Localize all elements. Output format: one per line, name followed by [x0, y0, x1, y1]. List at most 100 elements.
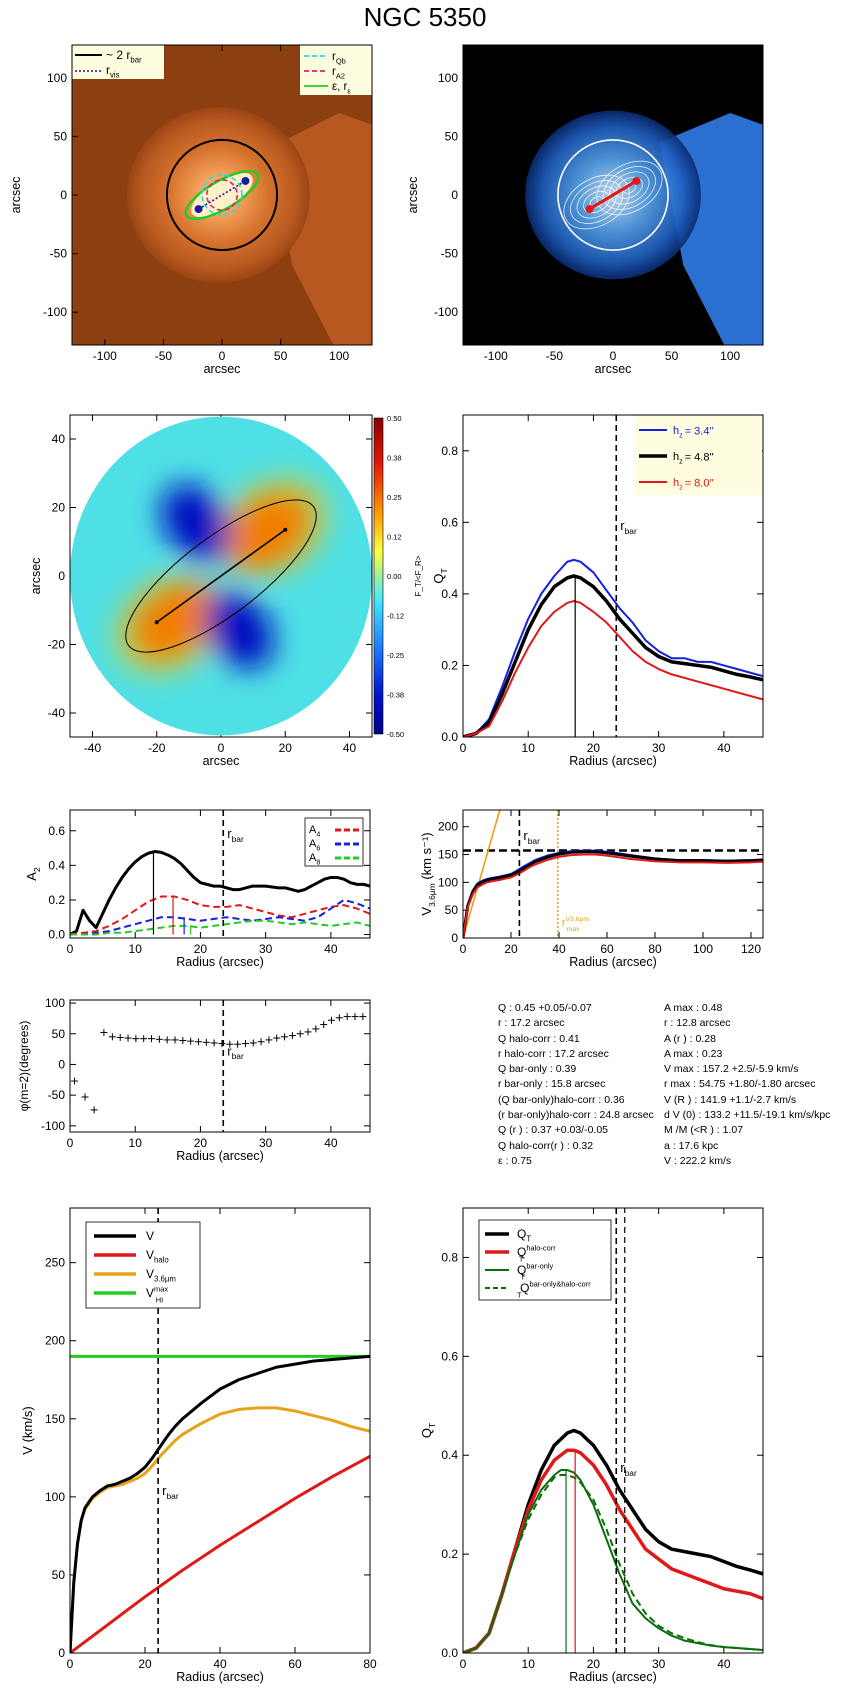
- data-point: [336, 1014, 343, 1021]
- y-axis-label: A2: [24, 867, 42, 881]
- plot-border: [70, 1000, 370, 1132]
- x-tick-label: -100: [93, 349, 117, 363]
- series-line-dkgreen: [463, 1475, 763, 1653]
- data-point: [71, 1078, 78, 1085]
- x-axis-label: arcsec: [204, 362, 241, 376]
- y-tick-label: -50: [48, 1088, 66, 1102]
- data-point: [242, 1040, 249, 1047]
- legend-label: hz = 8.0'': [673, 477, 714, 491]
- info-right-column: A max : 0.48 r : 12.8 arcsec A (r ) : 0.28…: [664, 1001, 830, 1169]
- y-tick-label: 0: [60, 188, 67, 202]
- y-tick-label: 50: [54, 129, 68, 143]
- data-point: [164, 1036, 171, 1043]
- colorbar-tick: -0.38: [387, 691, 404, 700]
- info-line: (r bar-only)halo-corr : 24.8 arcsec: [498, 1108, 654, 1123]
- x-tick-label: 0: [460, 741, 467, 755]
- data-point: [297, 1030, 304, 1037]
- panel-residual-image: -100 -50 0 50 100-100-50050100arcsecarcsec: [425, 40, 850, 390]
- data-point: [132, 1035, 139, 1042]
- y-tick-label: 0.8: [441, 1250, 458, 1264]
- data-point: [320, 1021, 327, 1028]
- y-tick-label: 200: [438, 820, 458, 834]
- info-line: V : 222.2 km/s: [664, 1154, 830, 1169]
- y-tick-label: -50: [441, 247, 459, 261]
- x-tick-label: 30: [259, 1136, 273, 1150]
- chart-a2-radius: 0 10 20 30 400.00.20.40.6Radius (arcsec)rbar…: [0, 805, 425, 985]
- y-tick-label: 0.0: [441, 1646, 458, 1660]
- y-tick-label: 0.2: [441, 1547, 458, 1561]
- x-tick-label: 40: [717, 741, 731, 755]
- colorbar-tick: 0.50: [387, 414, 402, 423]
- series-line-blue: [70, 900, 370, 935]
- y-tick-label: 0.0: [441, 730, 458, 744]
- data-point: [312, 1025, 319, 1032]
- x-axis-label: Radius (arcsec): [569, 955, 657, 969]
- y-tick-label: 0.8: [441, 444, 458, 458]
- x-tick-label: 40: [324, 942, 338, 956]
- y-tick-label: 100: [45, 1490, 65, 1504]
- x-tick-label: 0: [218, 741, 225, 755]
- series-line-black: [463, 1431, 763, 1654]
- y-tick-label: 250: [45, 1256, 65, 1270]
- series-line-blue: [463, 851, 763, 938]
- colorbar-tick: -0.50: [387, 730, 404, 739]
- info-line: a : 17.6 kpc: [664, 1139, 830, 1154]
- info-line: V (R ) : 141.9 +1.1/-2.7 km/s: [664, 1093, 830, 1108]
- y-tick-label: 200: [45, 1334, 65, 1348]
- data-point: [100, 1029, 107, 1036]
- y-tick-label: 50: [445, 129, 459, 143]
- data-point: [211, 1039, 218, 1046]
- x-tick-label: 0: [67, 1136, 74, 1150]
- colorbar-tick: -0.25: [387, 651, 404, 660]
- rbar-label: rbar: [162, 1483, 179, 1501]
- series-group: [463, 560, 763, 737]
- colorbar-label: F_T/<F_R>: [414, 555, 423, 596]
- y-tick-label: 0.2: [441, 658, 458, 672]
- series-line-blue: [463, 560, 763, 737]
- figure-title: NGC 5350: [0, 2, 850, 33]
- y-tick-label: 0.6: [48, 824, 65, 838]
- x-axis-label: Radius (arcsec): [176, 1149, 264, 1163]
- y-tick-label: 150: [438, 848, 458, 862]
- x-tick-label: -50: [155, 349, 173, 363]
- y-tick-label: -100: [41, 1119, 65, 1133]
- y-tick-label: 0: [58, 569, 65, 583]
- info-line: Q halo-corr(r ) : 0.32: [498, 1139, 654, 1154]
- legend-label: hz = 3.4'': [673, 425, 714, 439]
- x-tick-label: 40: [343, 741, 357, 755]
- x-tick-label: 40: [717, 1657, 731, 1671]
- bar-end-left: [195, 205, 203, 213]
- x-tick-label: 0: [219, 349, 226, 363]
- info-line: r : 17.2 arcsec: [498, 1016, 654, 1031]
- y-tick-label: 20: [52, 500, 66, 514]
- info-line: d V (0) : 133.2 +11.5/-19.1 km/s/kpc: [664, 1108, 830, 1123]
- data-point: [125, 1035, 132, 1042]
- x-tick-label: -40: [84, 741, 102, 755]
- rbar-label: rbar: [620, 518, 637, 536]
- data-point: [250, 1039, 257, 1046]
- x-tick-label: 40: [213, 1657, 227, 1671]
- data-point: [234, 1041, 241, 1048]
- colorbar-tick: 0.25: [387, 493, 402, 502]
- y-tick-label: 0.4: [441, 587, 458, 601]
- data-point: [148, 1035, 155, 1042]
- colorbar-tick: 0.38: [387, 454, 402, 463]
- series-line-black: [463, 852, 763, 938]
- info-line: A (r ) : 0.28: [664, 1032, 830, 1047]
- y-tick-label: -20: [48, 638, 66, 652]
- y-tick-label: 50: [52, 1027, 66, 1041]
- data-point: [344, 1013, 351, 1020]
- y-tick-label: 100: [438, 71, 458, 85]
- info-line: r halo-corr : 17.2 arcsec: [498, 1047, 654, 1062]
- y-tick-label: 100: [45, 996, 65, 1010]
- panel-force-ratio-map: -40 -20 0 20 40-40-2002040arcsecarcsec0.500.…: [0, 410, 425, 780]
- y-tick-label: 0: [451, 188, 458, 202]
- series-line-orange: [463, 799, 506, 938]
- x-tick-label: 60: [600, 942, 614, 956]
- data-point: [91, 1106, 98, 1113]
- x-tick-label: -100: [484, 349, 508, 363]
- info-line: A max : 0.23: [664, 1047, 830, 1062]
- data-point: [289, 1032, 296, 1039]
- data-point: [265, 1036, 272, 1043]
- x-tick-label: 0: [67, 1657, 74, 1671]
